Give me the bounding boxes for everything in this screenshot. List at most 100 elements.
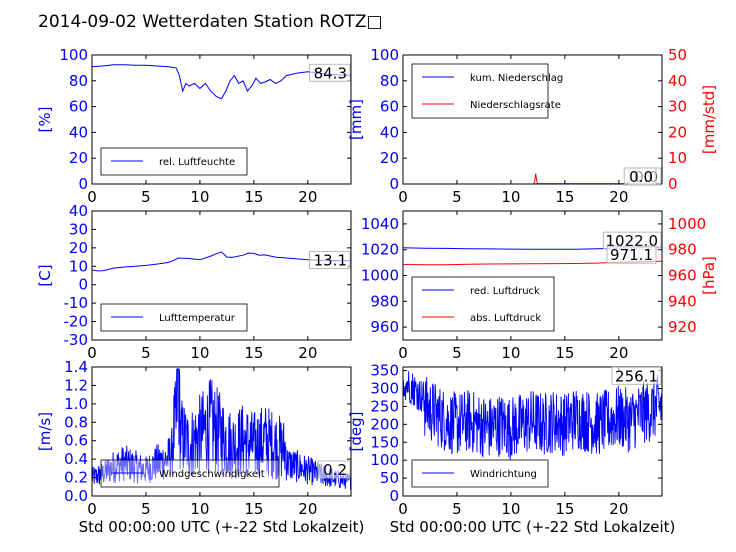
panel-precipitation: 0 5 10 15 20 0 20 40 60 80 100 0 10 20 30 40 50 [mm] [mm/s…	[347, 46, 718, 206]
x-tick-label: 15	[244, 344, 263, 362]
last-value-windspeed: 0.2	[323, 461, 347, 479]
legend-label: Niederschlagsrate	[470, 100, 561, 111]
y-tick-label: 0	[78, 175, 88, 193]
panel-pressure: 0 5 10 15 20 960 980 1000 1020 1040 920 940 960 980 10…	[361, 210, 718, 362]
x-tick-label: 0	[398, 188, 408, 206]
y-tick-label: 20	[69, 239, 88, 257]
y-tick-label: 50	[380, 469, 399, 487]
y2-tick-label: 920	[668, 318, 697, 336]
x-tick-label: 20	[609, 188, 628, 206]
x-tick-label: 5	[452, 344, 462, 362]
x-tick-label: 0	[398, 344, 408, 362]
axes-frame-precipitation	[402, 54, 663, 185]
y-tick-label: -30	[64, 331, 89, 349]
x-tick-label: 5	[141, 500, 151, 518]
x-tick-label: 0	[87, 344, 97, 362]
series-line-winddirection-0	[403, 371, 662, 460]
y2-tick-label: 0	[668, 175, 678, 193]
y2-tick-label: 10	[668, 149, 687, 167]
axes-frame-winddirection	[402, 366, 663, 497]
legend-precipitation: kum. Niederschlag Niederschlagsrate	[411, 63, 563, 119]
x-tick-label: 10	[190, 500, 209, 518]
y-tick-label: 0	[389, 487, 399, 505]
last-value-temperature-box	[309, 251, 351, 269]
y-tick-label: 100	[59, 46, 88, 64]
x-tick-label: 0	[398, 500, 408, 518]
y-tick-label: 20	[69, 149, 88, 167]
last-value-winddirection: 256.1	[615, 367, 658, 385]
y-tick-label: 0	[78, 276, 88, 294]
last-value2-precipitation-box	[623, 167, 657, 186]
x-tick-label: 15	[555, 188, 574, 206]
x-tick-label: 10	[501, 344, 520, 362]
y-tick-label: 1.0	[64, 395, 88, 413]
series-line-windspeed-0	[92, 368, 351, 490]
last-value2-pressure-box	[606, 245, 657, 264]
series-line-humidity-0	[92, 64, 351, 100]
legend-label: rel. Luftfeuchte	[159, 157, 235, 168]
y-tick-label: 250	[370, 397, 399, 415]
y-tick-label: 300	[370, 380, 399, 398]
y-tick-label: 1.2	[64, 376, 88, 394]
last-value-temperature: 13.1	[314, 252, 347, 270]
figure-title: 2014-09-02 Wetterdaten Station ROTZ□	[38, 12, 383, 32]
y2-tick-label: 30	[668, 98, 687, 116]
axes-frame-temperature	[91, 210, 352, 341]
y-tick-label: 1020	[361, 241, 399, 259]
y-tick-label: 0.0	[64, 487, 88, 505]
x-tick-label: 20	[609, 500, 628, 518]
y2-tick-label: 1000	[668, 215, 706, 233]
legend-temperature: Lufttemperatur	[100, 303, 248, 332]
legend-pressure: red. Luftdruck abs. Luftdruck	[411, 276, 555, 332]
last-value2-precipitation: 0.0	[629, 168, 653, 186]
panel-temperature: 0 5 10 15 20-30-20-10010203040[C]13.1Lufttem…	[36, 202, 352, 362]
legend-label: kum. Niederschlag	[470, 73, 563, 84]
panel-humidity: 0 5 10 15 20 0 20 40 60 80 100 [%] 84.3 rel. Luftfeuc…	[36, 46, 352, 206]
y2-tick-label: 980	[668, 241, 697, 259]
x-tick-label: 5	[141, 188, 151, 206]
x-tick-label: 20	[609, 344, 628, 362]
legend-winddirection: Windrichtung	[411, 459, 549, 488]
legend-label: Lufttemperatur	[159, 313, 236, 324]
x-tick-label: 15	[244, 500, 263, 518]
legend-label: Windrichtung	[470, 469, 537, 480]
y-tick-label: 40	[69, 123, 88, 141]
y-tick-label: 200	[370, 415, 399, 433]
x-tick-label: 10	[190, 344, 209, 362]
y2-tick-label: 940	[668, 292, 697, 310]
y2-tick-label: 20	[668, 123, 687, 141]
last-value-winddirection-box	[611, 366, 662, 385]
axes-frame-humidity	[91, 54, 352, 185]
y2-axis-label: [hPa]	[700, 256, 718, 295]
legend-windspeed: Windgeschwindigkeit	[100, 459, 280, 488]
axes-frame-windspeed	[91, 366, 352, 497]
last-value-pressure: 1022.0	[606, 232, 659, 250]
y-axis-label: [m/s]	[36, 412, 54, 451]
x-tick-label: 10	[501, 500, 520, 518]
y-tick-label: 0	[389, 175, 399, 193]
y-axis-label: [%]	[36, 107, 54, 133]
y-tick-label: 1.4	[64, 358, 88, 376]
y-tick-label: 1000	[361, 267, 399, 285]
x-tick-label: 10	[190, 188, 209, 206]
legend-label: red. Luftdruck	[470, 286, 540, 297]
y-tick-label: 80	[380, 72, 399, 90]
y-tick-label: 80	[69, 72, 88, 90]
y-tick-label: 30	[69, 220, 88, 238]
y-tick-label: 1040	[361, 215, 399, 233]
legend-label: Windgeschwindigkeit	[159, 469, 265, 480]
x-tick-label: 0	[87, 188, 97, 206]
y-tick-label: 0.4	[64, 450, 88, 468]
x-tick-label: 15	[555, 344, 574, 362]
x-tick-label: 15	[555, 500, 574, 518]
y-tick-label: 60	[69, 98, 88, 116]
x-tick-label: 5	[141, 344, 151, 362]
y-axis-label: [deg]	[347, 412, 365, 452]
x-tick-label: 20	[298, 188, 317, 206]
y-tick-label: 150	[370, 433, 399, 451]
y2-tick-label: 50	[668, 46, 687, 64]
x-tick-label: 5	[452, 500, 462, 518]
panel-windspeed: 0 5 10 15 200.00.20.40.60.81.01.21.4[m/s]Std…	[36, 358, 364, 536]
